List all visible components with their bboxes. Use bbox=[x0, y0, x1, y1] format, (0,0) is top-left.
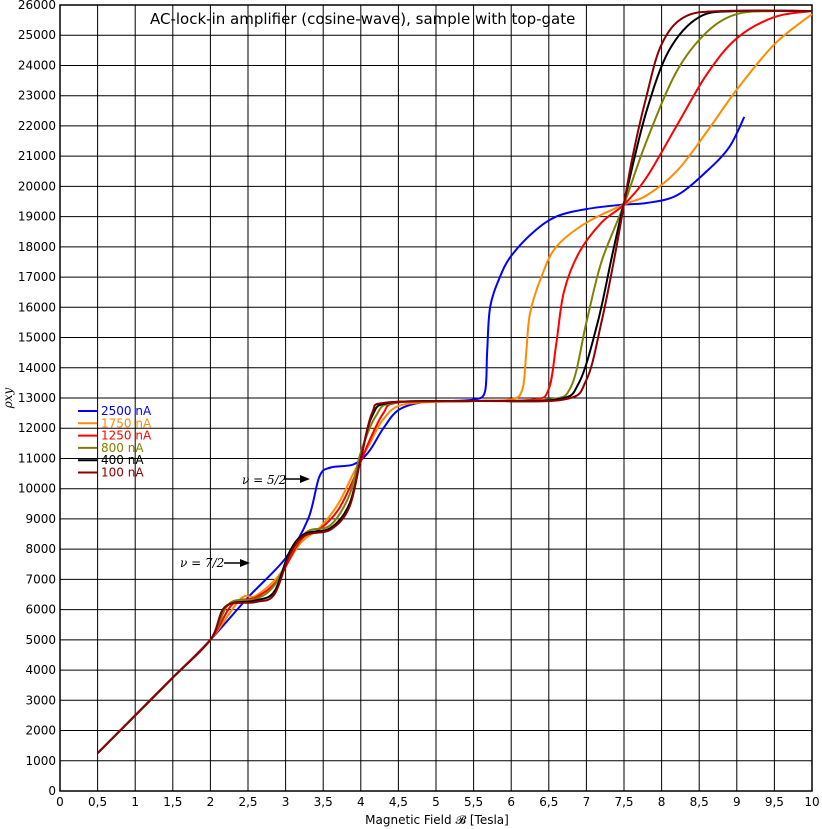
y-tick-label: 25000 bbox=[18, 28, 56, 42]
series-line-1250-na bbox=[96, 10, 813, 754]
nu-annotation: ν = 7/2 bbox=[180, 556, 224, 570]
legend-label: 800 nA bbox=[101, 441, 144, 455]
x-tick-label: 0,5 bbox=[88, 795, 107, 809]
x-axis-label: Magnetic Field 𝓑 [Tesla] bbox=[365, 813, 509, 827]
y-tick-label: 19000 bbox=[18, 210, 56, 224]
y-tick-label: 18000 bbox=[18, 240, 56, 254]
y-tick-label: 26000 bbox=[18, 0, 56, 12]
x-tick-label: 5,5 bbox=[464, 795, 483, 809]
x-tick-label: 9,5 bbox=[765, 795, 784, 809]
x-tick-label: 10 bbox=[804, 795, 819, 809]
x-tick-label: 1,5 bbox=[163, 795, 182, 809]
x-tick-label: 5 bbox=[432, 795, 440, 809]
x-tick-label: 7,5 bbox=[614, 795, 633, 809]
y-tick-label: 11000 bbox=[18, 451, 56, 465]
y-tick-label: 9000 bbox=[25, 512, 56, 526]
x-tick-label: 3 bbox=[282, 795, 290, 809]
y-tick-label: 24000 bbox=[18, 58, 56, 72]
grid bbox=[59, 4, 813, 792]
x-tick-label: 4 bbox=[357, 795, 365, 809]
legend-label: 1250 nA bbox=[101, 429, 152, 443]
y-tick-label: 15000 bbox=[18, 331, 56, 345]
y-tick-label: 0 bbox=[48, 784, 56, 798]
x-tick-label: 2 bbox=[207, 795, 215, 809]
series-line-1750-na bbox=[96, 13, 813, 754]
x-tick-label: 8 bbox=[658, 795, 666, 809]
y-tick-label: 23000 bbox=[18, 89, 56, 103]
y-tick-label: 4000 bbox=[25, 663, 56, 677]
x-tick-label: 4,5 bbox=[389, 795, 408, 809]
y-tick-label: 22000 bbox=[18, 119, 56, 133]
plot-series bbox=[96, 9, 813, 754]
x-tick-label: 0 bbox=[56, 795, 64, 809]
y-tick-label: 1000 bbox=[25, 754, 56, 768]
x-tick-label: 1 bbox=[131, 795, 139, 809]
legend-label: 2500 nA bbox=[101, 404, 152, 418]
x-tick-label: 9 bbox=[733, 795, 741, 809]
y-tick-label: 2000 bbox=[25, 724, 56, 738]
nu-annotation: ν = 5/2 bbox=[242, 473, 286, 487]
x-tick-label: 8,5 bbox=[690, 795, 709, 809]
y-axis-label: ρxy bbox=[1, 387, 15, 409]
x-tick-label: 6,5 bbox=[539, 795, 558, 809]
series-line-100-na bbox=[96, 9, 813, 754]
x-tick-label: 6 bbox=[507, 795, 515, 809]
y-tick-label: 10000 bbox=[18, 482, 56, 496]
axes: 0 0,5 1 1,5 2 2,5 3 3,5 4 4,5 5 5,5 6 6,5 7 7,5 8 8,5 9 9,5… bbox=[1, 0, 820, 809]
y-tick-label: 7000 bbox=[25, 572, 56, 586]
y-tick-label: 12000 bbox=[18, 421, 56, 435]
y-tick-label: 8000 bbox=[25, 542, 56, 556]
y-tick-label: 20000 bbox=[18, 179, 56, 193]
y-tick-label: 16000 bbox=[18, 300, 56, 314]
y-tick-label: 17000 bbox=[18, 270, 56, 284]
y-tick-label: 5000 bbox=[25, 633, 56, 647]
chart-title: AC-lock-in amplifier (cosine-wave), samp… bbox=[150, 10, 575, 28]
annotation-arrow-head bbox=[300, 475, 310, 483]
annotations: ν = 5/2 ν = 7/2 bbox=[180, 473, 310, 570]
annotation-arrow-head bbox=[240, 559, 250, 567]
x-tick-label: 7 bbox=[583, 795, 591, 809]
y-tick-label: 21000 bbox=[18, 149, 56, 163]
legend-label: 100 nA bbox=[101, 466, 144, 480]
y-tick-label: 6000 bbox=[25, 603, 56, 617]
y-tick-label: 13000 bbox=[18, 391, 56, 405]
plot-frame bbox=[59, 4, 813, 792]
x-tick-label: 3,5 bbox=[314, 795, 333, 809]
legend-label: 400 nA bbox=[101, 453, 144, 467]
y-tick-label: 14000 bbox=[18, 361, 56, 375]
x-tick-label: 2,5 bbox=[238, 795, 257, 809]
series-line-400-na bbox=[96, 9, 813, 754]
y-tick-label: 3000 bbox=[25, 693, 56, 707]
legend-label: 1750 nA bbox=[101, 416, 152, 430]
series-line-800-na bbox=[96, 9, 813, 754]
